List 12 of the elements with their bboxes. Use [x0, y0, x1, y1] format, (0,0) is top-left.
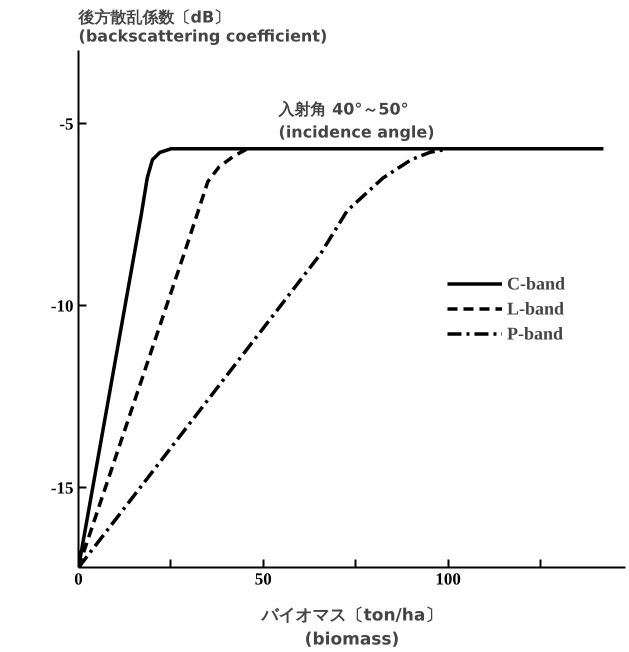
legend-label: C-band	[506, 273, 565, 294]
x-tick-label: 0	[74, 570, 83, 588]
x-tick-label: 100	[435, 570, 461, 588]
y-tick-label: -10	[50, 296, 74, 316]
annotation: 入射角 40°～50° (incidence angle)	[278, 100, 435, 142]
legend-label: L-band	[506, 298, 564, 319]
y-axis-title: 後方散乱係数〔dB〕 (backscattering coefficient)	[78, 8, 328, 46]
x-axis-title: バイオマス〔ton/ha〕 (biomass)	[260, 606, 442, 650]
legend-label: P-band	[506, 323, 563, 344]
y-tick-label: -15	[50, 478, 74, 498]
y-tick-label: -5	[59, 114, 74, 134]
x-tick-label: 50	[254, 570, 272, 588]
